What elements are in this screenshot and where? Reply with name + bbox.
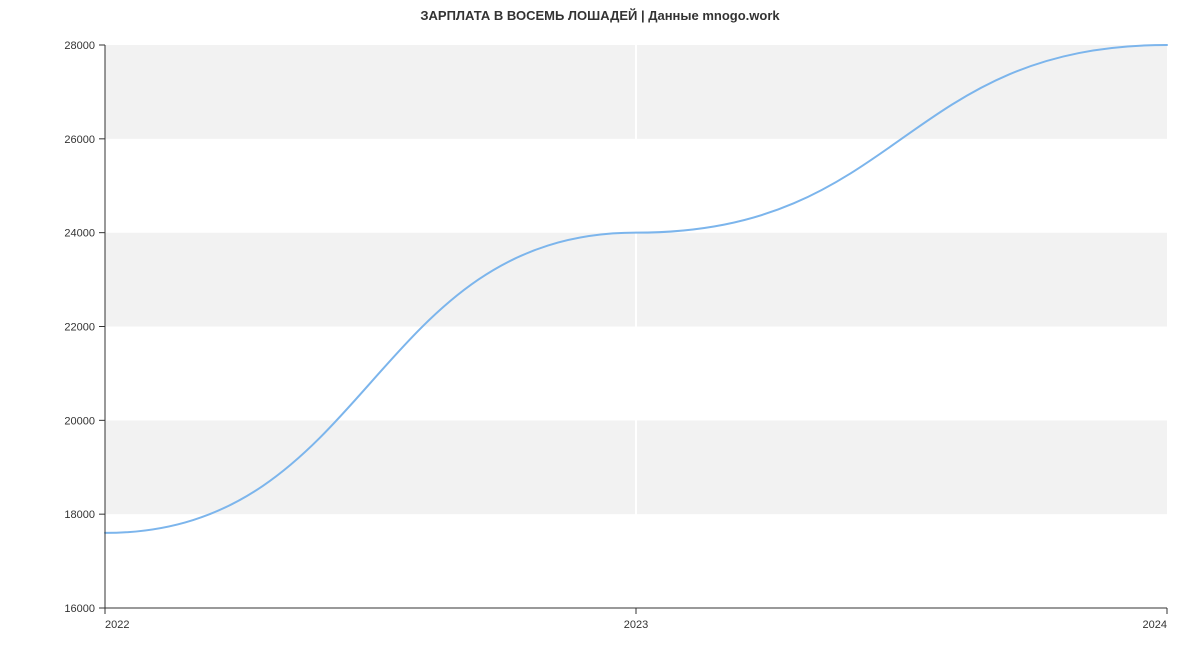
svg-text:2023: 2023 — [624, 619, 648, 631]
svg-text:26000: 26000 — [64, 134, 95, 146]
svg-text:2024: 2024 — [1143, 619, 1167, 631]
svg-text:2022: 2022 — [105, 619, 129, 631]
svg-text:20000: 20000 — [64, 415, 95, 427]
svg-text:18000: 18000 — [64, 509, 95, 521]
svg-text:24000: 24000 — [64, 228, 95, 240]
svg-text:16000: 16000 — [64, 603, 95, 615]
svg-text:28000: 28000 — [64, 40, 95, 52]
chart-title: ЗАРПЛАТА В ВОСЕМЬ ЛОШАДЕЙ | Данные mnogo… — [0, 8, 1200, 23]
svg-text:22000: 22000 — [64, 322, 95, 334]
salary-line-chart: ЗАРПЛАТА В ВОСЕМЬ ЛОШАДЕЙ | Данные mnogo… — [0, 0, 1200, 650]
chart-canvas: 16000 18000 20000 22000 24000 26000 28000 2022 2… — [0, 0, 1200, 650]
